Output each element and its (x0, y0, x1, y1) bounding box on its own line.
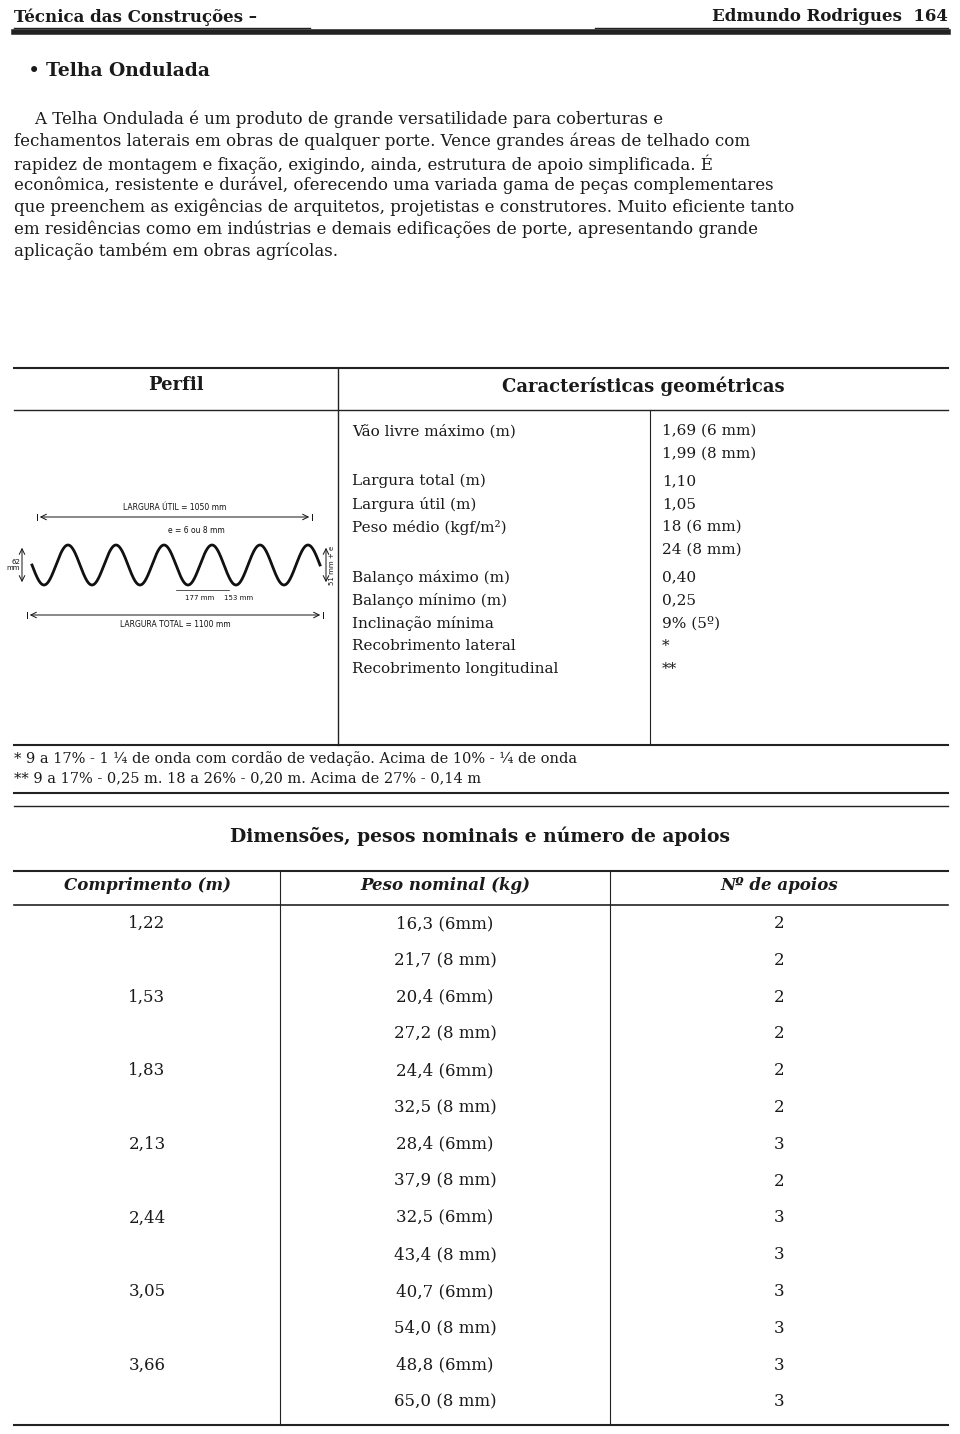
Text: *: * (662, 640, 670, 652)
Text: 40,7 (6mm): 40,7 (6mm) (396, 1283, 493, 1301)
Text: Balanço máximo (m): Balanço máximo (m) (352, 569, 510, 585)
Text: 2: 2 (774, 1063, 784, 1080)
Text: Técnica das Construções –: Técnica das Construções – (14, 9, 257, 26)
Text: 24 (8 mm): 24 (8 mm) (662, 543, 742, 556)
Text: 2: 2 (774, 1025, 784, 1043)
Text: Edmundo Rodrigues  164: Edmundo Rodrigues 164 (712, 9, 948, 24)
Text: 3,66: 3,66 (129, 1357, 165, 1374)
Text: 2,44: 2,44 (129, 1209, 166, 1226)
Text: 3: 3 (774, 1357, 784, 1374)
Text: Dimensões, pesos nominais e número de apoios: Dimensões, pesos nominais e número de ap… (230, 826, 730, 846)
Text: 54,0 (8 mm): 54,0 (8 mm) (394, 1319, 496, 1336)
Text: 65,0 (8 mm): 65,0 (8 mm) (394, 1394, 496, 1411)
Text: 3: 3 (774, 1246, 784, 1263)
Text: 0,25: 0,25 (662, 594, 696, 607)
Text: 1,53: 1,53 (129, 988, 165, 1005)
Text: 0,40: 0,40 (662, 569, 696, 584)
Text: 21,7 (8 mm): 21,7 (8 mm) (394, 952, 496, 969)
Text: 51 mm + e: 51 mm + e (329, 545, 335, 585)
Text: Telha Ondulada: Telha Ondulada (46, 62, 210, 80)
Text: 177 mm: 177 mm (185, 595, 215, 601)
Text: Nº de apoios: Nº de apoios (720, 878, 838, 893)
Text: Recobrimento lateral: Recobrimento lateral (352, 640, 516, 652)
Text: rapidez de montagem e fixação, exigindo, ainda, estrutura de apoio simplificada.: rapidez de montagem e fixação, exigindo,… (14, 153, 713, 174)
Text: * 9 a 17% - 1 ¼ de onda com cordão de vedação. Acima de 10% - ¼ de onda: * 9 a 17% - 1 ¼ de onda com cordão de ve… (14, 751, 577, 766)
Text: 16,3 (6mm): 16,3 (6mm) (396, 915, 493, 932)
Text: LARGURA ÚTIL = 1050 mm: LARGURA ÚTIL = 1050 mm (123, 503, 227, 512)
Text: 2: 2 (774, 952, 784, 969)
Text: 3: 3 (774, 1394, 784, 1411)
Text: 32,5 (6mm): 32,5 (6mm) (396, 1209, 493, 1226)
Text: 3: 3 (774, 1319, 784, 1336)
Text: •: • (28, 62, 40, 80)
Text: 1,83: 1,83 (129, 1063, 166, 1080)
Text: aplicação também em obras agrícolas.: aplicação também em obras agrícolas. (14, 242, 338, 260)
Text: 1,22: 1,22 (129, 915, 166, 932)
Text: 37,9 (8 mm): 37,9 (8 mm) (394, 1173, 496, 1190)
Text: Balanço mínimo (m): Balanço mínimo (m) (352, 594, 507, 608)
Text: 20,4 (6mm): 20,4 (6mm) (396, 988, 493, 1005)
Text: 3: 3 (774, 1209, 784, 1226)
Text: 1,69 (6 mm): 1,69 (6 mm) (662, 424, 756, 437)
Text: 2: 2 (774, 1173, 784, 1190)
Text: 9% (5º): 9% (5º) (662, 617, 720, 631)
Text: 2: 2 (774, 988, 784, 1005)
Text: 2: 2 (774, 915, 784, 932)
Text: fechamentos laterais em obras de qualquer porte. Vence grandes áreas de telhado : fechamentos laterais em obras de qualque… (14, 132, 750, 149)
Text: Perfil: Perfil (148, 376, 204, 394)
Text: 153 mm: 153 mm (224, 595, 253, 601)
Text: Peso médio (kgf/m²): Peso médio (kgf/m²) (352, 521, 507, 535)
Text: 27,2 (8 mm): 27,2 (8 mm) (394, 1025, 496, 1043)
Text: 3: 3 (774, 1283, 784, 1301)
Text: 18 (6 mm): 18 (6 mm) (662, 521, 742, 533)
Text: 1,05: 1,05 (662, 498, 696, 511)
Text: 48,8 (6mm): 48,8 (6mm) (396, 1357, 493, 1374)
Text: 24,4 (6mm): 24,4 (6mm) (396, 1063, 493, 1080)
Text: que preenchem as exigências de arquitetos, projetistas e construtores. Muito efi: que preenchem as exigências de arquiteto… (14, 198, 794, 215)
Text: Recobrimento longitudinal: Recobrimento longitudinal (352, 663, 559, 675)
Text: LARGURA TOTAL = 1100 mm: LARGURA TOTAL = 1100 mm (120, 619, 230, 630)
Text: Peso nominal (kg): Peso nominal (kg) (360, 878, 530, 893)
Text: Largura total (m): Largura total (m) (352, 475, 486, 489)
Text: 2,13: 2,13 (129, 1136, 166, 1153)
Text: Inclinação mínima: Inclinação mínima (352, 617, 493, 631)
Text: 1,10: 1,10 (662, 475, 696, 488)
Text: 3,05: 3,05 (129, 1283, 165, 1301)
Text: A Telha Ondulada é um produto de grande versatilidade para coberturas e: A Telha Ondulada é um produto de grande … (14, 110, 663, 128)
Text: 43,4 (8 mm): 43,4 (8 mm) (394, 1246, 496, 1263)
Text: 62
mm: 62 mm (7, 558, 20, 572)
Text: 28,4 (6mm): 28,4 (6mm) (396, 1136, 493, 1153)
Text: e = 6 ou 8 mm: e = 6 ou 8 mm (168, 526, 225, 535)
Text: Largura útil (m): Largura útil (m) (352, 498, 476, 512)
Text: Comprimento (m): Comprimento (m) (63, 878, 230, 893)
Text: Vão livre máximo (m): Vão livre máximo (m) (352, 424, 516, 439)
Text: ** 9 a 17% - 0,25 m. 18 a 26% - 0,20 m. Acima de 27% - 0,14 m: ** 9 a 17% - 0,25 m. 18 a 26% - 0,20 m. … (14, 771, 481, 784)
Text: Características geométricas: Características geométricas (502, 376, 784, 396)
Text: **: ** (662, 663, 677, 675)
Text: econômica, resistente e durável, oferecendo uma variada gama de peças complement: econômica, resistente e durável, oferece… (14, 176, 774, 194)
Text: 2: 2 (774, 1098, 784, 1116)
Text: 1,99 (8 mm): 1,99 (8 mm) (662, 447, 756, 460)
Text: 32,5 (8 mm): 32,5 (8 mm) (394, 1098, 496, 1116)
Text: 3: 3 (774, 1136, 784, 1153)
Text: em residências como em indústrias e demais edificações de porte, apresentando gr: em residências como em indústrias e dema… (14, 219, 758, 238)
